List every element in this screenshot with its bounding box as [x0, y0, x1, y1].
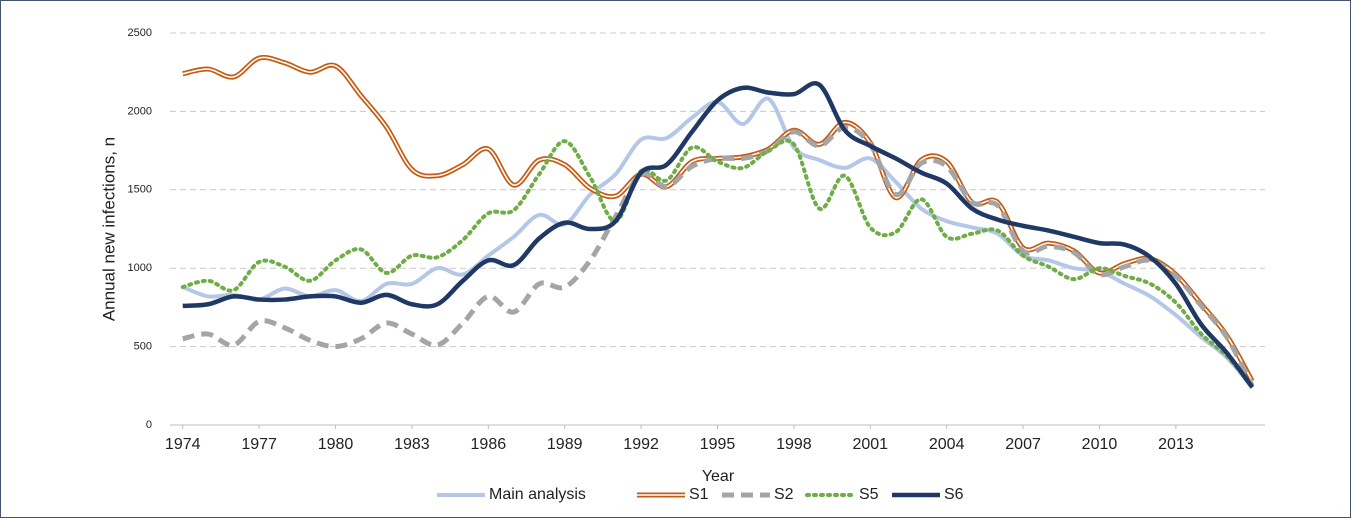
- x-tick-label: 2010: [1082, 436, 1118, 453]
- legend-label: S6: [944, 486, 964, 503]
- x-tick-label: 1992: [623, 436, 659, 453]
- x-tick-label: 1986: [471, 436, 507, 453]
- x-tick-label: 1974: [165, 436, 201, 453]
- series-line: [182, 81, 1255, 389]
- y-tick-label: 1000: [128, 262, 152, 274]
- y-tick-label: 1500: [128, 184, 152, 196]
- y-tick-label: 2000: [128, 105, 152, 117]
- x-tick-label: 1977: [241, 436, 277, 453]
- x-tick-label: 2004: [929, 436, 965, 453]
- x-tick-label: 1980: [318, 436, 354, 453]
- series-line: [180, 138, 1255, 388]
- x-axis-label: Year: [702, 468, 735, 485]
- y-tick-label: 2500: [128, 27, 152, 39]
- series-line-inner: [182, 56, 1253, 382]
- legend-label: Main analysis: [489, 486, 586, 503]
- x-tick-label: 1983: [394, 436, 430, 453]
- series-line: [182, 124, 1255, 387]
- legend-label: S1: [689, 486, 709, 503]
- x-tick-label: 2007: [1005, 436, 1041, 453]
- x-tick-label: 1995: [700, 436, 736, 453]
- x-tick-label: 2013: [1158, 436, 1194, 453]
- y-tick-label: 500: [134, 341, 152, 353]
- legend-label: S2: [774, 486, 794, 503]
- series-line: [182, 55, 1255, 383]
- x-tick-label: 2001: [852, 436, 888, 453]
- y-tick-label: 0: [146, 419, 152, 431]
- x-tick-label: 1989: [547, 436, 583, 453]
- y-axis-label: Annual new infections, n: [99, 137, 118, 321]
- x-tick-label: 1998: [776, 436, 812, 453]
- legend-label: S5: [859, 486, 879, 503]
